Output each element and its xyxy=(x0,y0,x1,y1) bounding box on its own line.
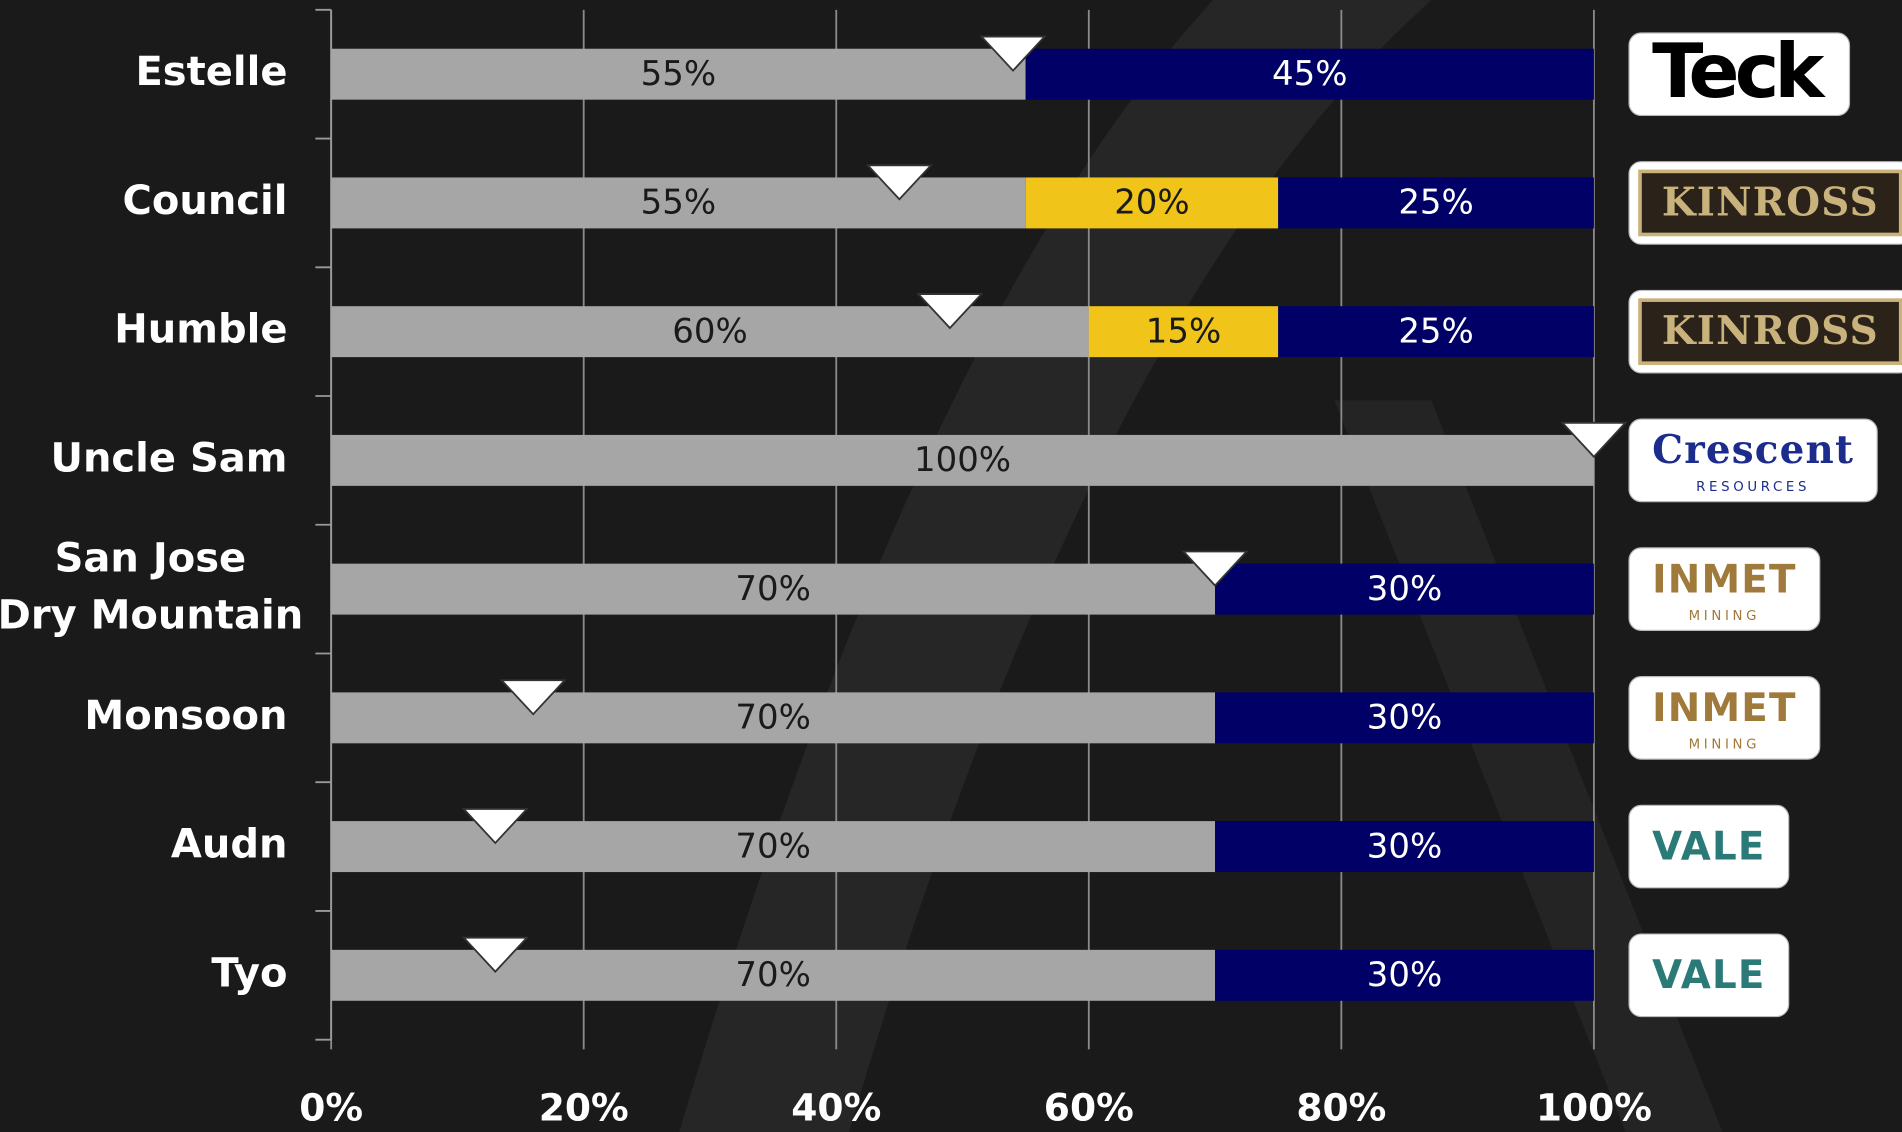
x-tick-label: 40% xyxy=(791,1086,881,1130)
marker xyxy=(1181,550,1249,587)
marker xyxy=(916,293,984,330)
data-label: 60% xyxy=(672,311,747,351)
data-label: 30% xyxy=(1367,569,1442,609)
marker xyxy=(865,164,934,201)
logo-subtext: MINING xyxy=(1689,738,1760,753)
bar-segment xyxy=(1215,692,1594,744)
logo: INMET MINING xyxy=(1628,547,1821,631)
category-label: Estelle xyxy=(135,49,287,95)
x-tick-label: 100% xyxy=(1536,1086,1652,1130)
logo-box xyxy=(1628,676,1821,760)
data-label: 70% xyxy=(735,955,810,995)
data-label: 70% xyxy=(735,698,810,738)
bar-segment xyxy=(331,821,1216,873)
category-label: Council xyxy=(122,178,287,224)
logo: VALE xyxy=(1628,804,1790,889)
logo-text: Crescent xyxy=(1652,428,1854,473)
data-label: 70% xyxy=(735,569,810,609)
logo-text: Teck xyxy=(1652,27,1826,115)
plot: 0% 20% 40% 60% 80% 100% Estelle 55% 45% Teck Counc… xyxy=(0,8,1902,1130)
bar-segment xyxy=(331,48,1026,100)
data-label: 30% xyxy=(1367,826,1442,866)
data-label: 15% xyxy=(1146,311,1221,351)
category-label: Monsoon xyxy=(84,693,287,739)
x-tick-label: 20% xyxy=(539,1086,629,1130)
logo-text: VALE xyxy=(1652,825,1766,870)
category-label: Audn xyxy=(171,822,288,868)
logo-box xyxy=(1628,933,1790,1018)
bar-segment xyxy=(1025,48,1594,100)
data-label: 55% xyxy=(641,54,716,94)
data-label: 45% xyxy=(1272,54,1347,94)
logo-subtext: MINING xyxy=(1689,609,1760,624)
data-label: 25% xyxy=(1398,311,1473,351)
logo: KINROSS xyxy=(1628,161,1902,245)
bar-segment xyxy=(331,563,1216,615)
logo-text: KINROSS xyxy=(1662,309,1879,354)
logo: Teck xyxy=(1628,27,1851,117)
marker xyxy=(499,679,567,716)
data-label: 30% xyxy=(1367,955,1442,995)
logo-text: INMET xyxy=(1652,686,1797,731)
marker xyxy=(979,35,1047,72)
marker xyxy=(461,936,529,974)
bar-segment xyxy=(1088,306,1279,358)
logo-text: VALE xyxy=(1652,953,1766,998)
category-label: Tyo xyxy=(211,950,287,996)
marker xyxy=(1560,421,1628,459)
logo-subtext: RESOURCES xyxy=(1696,480,1810,495)
bar-segment xyxy=(1215,821,1594,873)
x-tick-label: 0% xyxy=(299,1086,363,1130)
logo-text: KINROSS xyxy=(1662,180,1879,225)
logo-box xyxy=(1628,547,1821,631)
category-label: Humble xyxy=(114,307,287,353)
logo: INMET MINING xyxy=(1628,676,1821,760)
logo: VALE xyxy=(1628,933,1790,1018)
logo-inner xyxy=(1638,298,1902,366)
data-label: 55% xyxy=(641,183,716,223)
data-label: 70% xyxy=(735,826,810,866)
logo-text: INMET xyxy=(1652,557,1797,602)
category-label: San Jose Dry Mountain xyxy=(0,536,303,639)
logo-inner xyxy=(1638,169,1902,237)
bar-segment xyxy=(331,692,1216,744)
bar-segment xyxy=(1025,177,1279,229)
x-tick-label: 60% xyxy=(1044,1086,1134,1130)
logo: Crescent RESOURCES xyxy=(1628,418,1878,503)
bar-segment xyxy=(1215,563,1594,615)
marker xyxy=(461,808,529,845)
x-tick-label: 80% xyxy=(1296,1086,1386,1130)
logo-box xyxy=(1628,418,1878,503)
logo-box xyxy=(1628,32,1851,117)
logo-box xyxy=(1628,804,1790,889)
data-label: 25% xyxy=(1398,183,1473,223)
data-label: 30% xyxy=(1367,698,1442,738)
bar-segment xyxy=(1278,177,1594,229)
category-label: Uncle Sam xyxy=(50,435,287,481)
bar-segment xyxy=(331,949,1216,1001)
data-label: 100% xyxy=(914,440,1011,480)
bar-segment xyxy=(331,434,1594,486)
data-label: 20% xyxy=(1114,183,1189,223)
bar-segment xyxy=(1215,949,1594,1001)
bar-segment xyxy=(1278,306,1594,358)
logo: KINROSS xyxy=(1628,289,1902,374)
